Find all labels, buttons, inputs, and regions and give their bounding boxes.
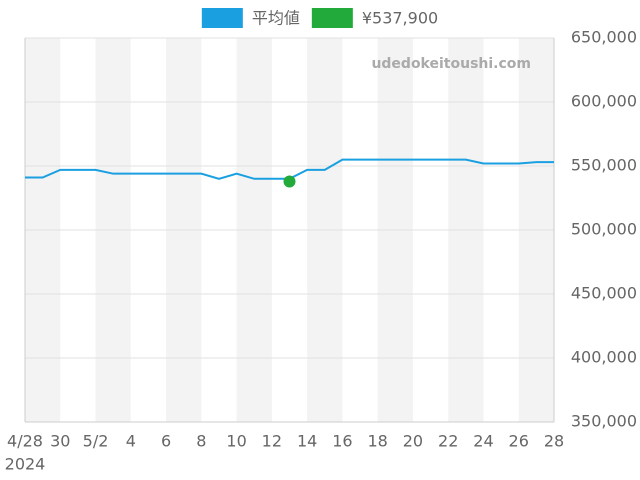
legend-label: 平均値	[252, 9, 300, 28]
y-tick-label: 500,000	[571, 220, 637, 239]
x-tick-label: 26	[509, 432, 529, 451]
legend-swatch	[201, 8, 243, 28]
x-tick-label: 28	[544, 432, 564, 451]
x-tick-label: 30	[50, 432, 70, 451]
x-tick-label: 20	[403, 432, 423, 451]
x-tick-label: 4/28	[7, 432, 43, 451]
y-tick-label: 650,000	[571, 28, 637, 47]
x-tick-label: 12	[262, 432, 282, 451]
x-tick-label: 5/2	[83, 432, 109, 451]
x-year-label: 2024	[5, 455, 46, 474]
y-tick-label: 550,000	[571, 156, 637, 175]
x-tick-label: 10	[226, 432, 246, 451]
legend-label: ¥537,900	[362, 9, 438, 28]
x-tick-label: 4	[126, 432, 136, 451]
x-tick-label: 22	[438, 432, 458, 451]
y-tick-label: 400,000	[571, 348, 637, 367]
point	[283, 175, 296, 188]
y-tick-label: 600,000	[571, 92, 637, 111]
x-tick-label: 6	[161, 432, 171, 451]
legend-swatch	[311, 8, 353, 28]
x-tick-label: 14	[297, 432, 317, 451]
watermark: udedokeitoushi.com	[371, 56, 531, 72]
x-tick-label: 24	[473, 432, 493, 451]
x-tick-label: 8	[196, 432, 206, 451]
x-tick-label: 16	[332, 432, 352, 451]
y-tick-label: 350,000	[571, 412, 637, 431]
y-tick-label: 450,000	[571, 284, 637, 303]
x-tick-label: 18	[367, 432, 387, 451]
